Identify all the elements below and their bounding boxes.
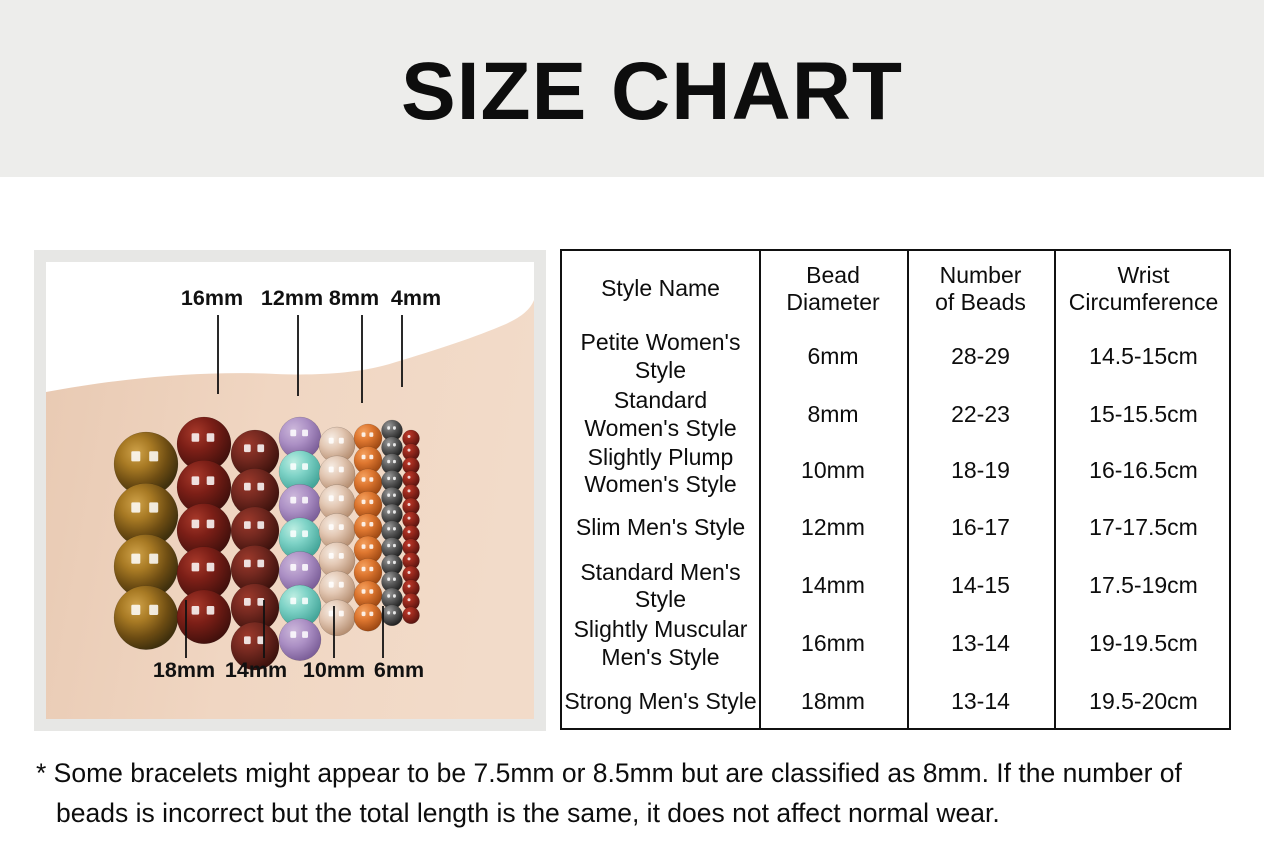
svg-text:16mm: 16mm xyxy=(181,286,243,310)
svg-text:14mm: 14mm xyxy=(225,658,287,682)
svg-text:18mm: 18mm xyxy=(153,658,215,682)
svg-text:8mm: 8mm xyxy=(329,286,379,310)
svg-text:6mm: 6mm xyxy=(374,658,424,682)
svg-text:10mm: 10mm xyxy=(303,658,365,682)
svg-text:12mm: 12mm xyxy=(261,286,323,310)
svg-text:4mm: 4mm xyxy=(391,286,441,310)
